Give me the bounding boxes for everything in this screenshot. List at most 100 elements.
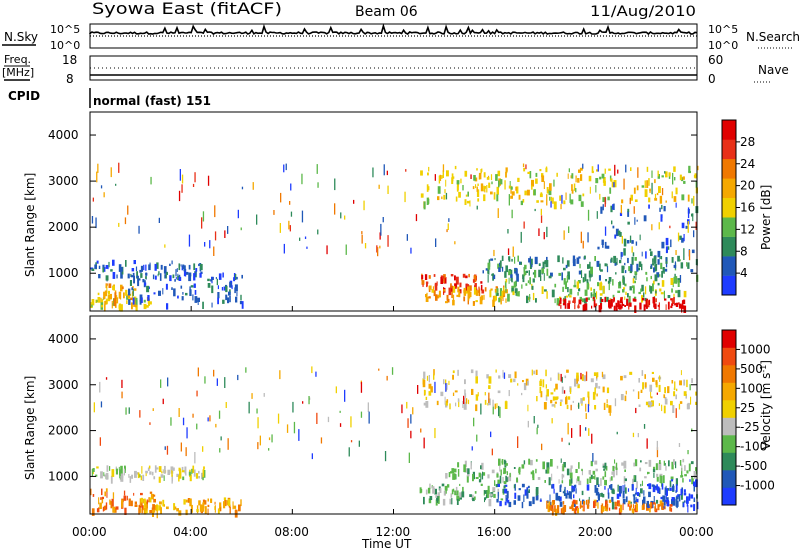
heat-cell xyxy=(677,289,681,298)
heat-cell xyxy=(473,417,475,427)
heat-cell xyxy=(496,403,498,409)
heat-cell xyxy=(434,381,436,393)
heat-cell xyxy=(426,184,429,192)
heat-cell xyxy=(485,268,489,271)
heat-cell xyxy=(578,270,581,275)
heat-cell xyxy=(277,413,280,424)
heat-cell xyxy=(480,183,484,192)
heat-cell xyxy=(537,424,539,428)
heat-cell xyxy=(558,303,560,307)
cpid-label: CPID xyxy=(8,89,40,103)
heat-cell xyxy=(564,486,566,494)
heat-cell xyxy=(472,186,475,190)
heat-cell xyxy=(637,267,640,271)
heat-cell xyxy=(435,238,437,247)
heat-cell xyxy=(223,286,226,291)
heat-cell xyxy=(311,366,313,374)
heat-cell xyxy=(648,483,652,490)
heat-cell xyxy=(176,268,178,272)
heat-cell xyxy=(660,292,664,295)
heat-cell xyxy=(663,460,665,466)
heat-cell xyxy=(464,397,466,406)
heat-cell xyxy=(668,175,671,179)
heat-cell xyxy=(451,498,453,505)
heat-cell xyxy=(632,252,635,257)
heat-cell xyxy=(577,476,580,482)
heat-cell xyxy=(407,418,409,428)
heat-cell xyxy=(125,260,127,267)
heat-cell xyxy=(559,195,562,201)
heat-cell xyxy=(120,284,123,292)
heat-cell xyxy=(150,176,152,185)
heat-cell xyxy=(686,379,688,388)
heat-cell xyxy=(683,248,685,260)
heat-cell xyxy=(658,403,660,406)
heat-cell xyxy=(268,448,270,451)
heat-cell xyxy=(112,492,115,499)
heat-cell xyxy=(627,502,630,507)
heat-cell xyxy=(459,289,462,294)
heat-cell xyxy=(541,286,544,294)
heat-cell xyxy=(614,261,617,266)
heat-cell xyxy=(522,380,524,383)
heat-cell xyxy=(630,167,632,171)
heat-cell xyxy=(141,508,143,514)
heat-cell xyxy=(449,403,451,410)
heat-cell xyxy=(548,501,551,506)
heat-cell xyxy=(499,501,502,507)
heat-cell xyxy=(665,246,668,254)
heat-cell xyxy=(518,466,521,475)
heat-cell xyxy=(360,382,363,393)
heat-cell xyxy=(217,297,219,305)
heat-cell xyxy=(111,469,115,477)
heat-cell xyxy=(220,436,222,441)
heat-cell xyxy=(195,268,198,272)
heat-cell xyxy=(410,430,412,439)
heat-cell xyxy=(518,194,521,200)
heat-cell xyxy=(490,191,493,195)
heat-cell xyxy=(591,274,593,277)
heat-cell xyxy=(495,174,498,181)
heat-cell xyxy=(101,496,104,500)
heat-cell xyxy=(559,300,562,304)
heat-cell xyxy=(659,274,661,277)
heat-cell xyxy=(499,260,502,269)
heat-cell xyxy=(644,374,646,379)
heat-cell xyxy=(549,501,552,508)
heat-cell xyxy=(159,273,162,281)
heat-cell xyxy=(516,273,519,282)
heat-cell xyxy=(560,458,562,463)
colorbar-swatch xyxy=(722,236,736,257)
heat-cell xyxy=(445,473,448,479)
heat-cell xyxy=(596,291,598,300)
heat-cell xyxy=(679,174,682,181)
heat-cell xyxy=(505,463,508,466)
heat-cell xyxy=(140,503,143,506)
heat-cell xyxy=(655,380,658,385)
heat-cell xyxy=(673,293,675,299)
colorbar-tick-label: 28 xyxy=(740,135,755,149)
heat-cell xyxy=(162,499,165,507)
heat-cell xyxy=(146,285,150,293)
heat-cell xyxy=(677,255,680,262)
heat-cell xyxy=(616,431,618,435)
heat-cell xyxy=(644,462,648,465)
heat-cell xyxy=(202,301,204,309)
heat-cell xyxy=(567,303,570,309)
heat-cell xyxy=(562,286,564,292)
heat-cell xyxy=(233,273,236,280)
heat-cell xyxy=(203,466,205,470)
heat-cell xyxy=(646,438,648,449)
heat-cell xyxy=(488,499,492,507)
heat-cell xyxy=(618,304,622,310)
heat-cell xyxy=(171,260,173,265)
heat-cell xyxy=(566,260,570,267)
heat-cell xyxy=(128,474,130,478)
heat-cell xyxy=(464,389,466,396)
y-tick-label: 2000 xyxy=(48,424,79,438)
heat-cell xyxy=(166,303,169,310)
heat-cell xyxy=(529,171,532,179)
heat-cell xyxy=(115,468,118,475)
heat-cell xyxy=(607,492,610,499)
heat-cell xyxy=(695,401,698,405)
